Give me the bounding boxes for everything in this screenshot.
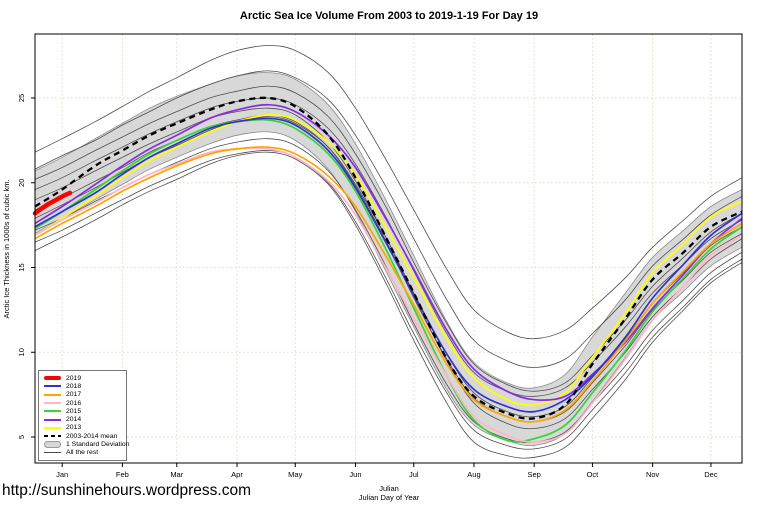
legend-swatch-1-standard-deviation bbox=[44, 441, 61, 448]
legend-item-2013: 2013 bbox=[44, 424, 126, 432]
x-tick-label-apr: Apr bbox=[231, 470, 243, 479]
source-url: http://sunshinehours.wordpress.com bbox=[2, 482, 251, 499]
legend-item-2018: 2018 bbox=[44, 382, 126, 390]
y-tick-label-5: 5 bbox=[17, 435, 26, 439]
plot-frame bbox=[34, 33, 743, 464]
legend-label: 2013 bbox=[66, 424, 82, 432]
series-line-2017 bbox=[34, 146, 743, 423]
legend-key-glyph bbox=[44, 385, 61, 388]
series-line-2013 bbox=[34, 114, 743, 406]
legend-label: 1 Standard Deviation bbox=[66, 441, 130, 449]
series-line-2014 bbox=[34, 103, 743, 402]
legend-item-all-the-rest: All the rest bbox=[44, 449, 126, 457]
y-tick-label-10: 10 bbox=[17, 348, 26, 356]
legend-key-glyph bbox=[44, 418, 61, 421]
legend-key-glyph bbox=[44, 441, 61, 448]
legend-key-glyph bbox=[44, 410, 61, 413]
series-line-2019 bbox=[32, 190, 73, 216]
x-tick-label-sep: Sep bbox=[527, 470, 540, 479]
legend-label: 2019 bbox=[66, 374, 82, 382]
x-tick-label-nov: Nov bbox=[646, 470, 660, 479]
legend-swatch-2017 bbox=[44, 393, 61, 396]
legend-key-glyph bbox=[44, 452, 61, 454]
legend-key-glyph bbox=[44, 435, 61, 438]
legend-key-glyph bbox=[44, 375, 61, 381]
x-axis-label: Julian Julian Day of Year bbox=[35, 484, 743, 502]
legend-swatch-2019 bbox=[44, 375, 61, 381]
x-tick-label-jan: Jan bbox=[56, 470, 68, 479]
x-tick-label-dec: Dec bbox=[704, 470, 718, 479]
other-year-line bbox=[34, 45, 743, 340]
other-year-line bbox=[34, 85, 743, 392]
series-line-2015 bbox=[34, 118, 743, 443]
legend-label: 2016 bbox=[66, 399, 82, 407]
legend-label: 2017 bbox=[66, 391, 82, 399]
series-line-2018 bbox=[34, 117, 743, 413]
legend-swatch-2016 bbox=[44, 402, 61, 405]
x-tick-label-jun: Jun bbox=[349, 470, 361, 479]
legend-label: All the rest bbox=[66, 449, 99, 457]
legend-label: 2014 bbox=[66, 416, 82, 424]
x-tick-label-jul: Jul bbox=[409, 470, 419, 479]
legend-key-glyph bbox=[44, 393, 61, 396]
x-axis-label-line1: Julian bbox=[379, 484, 399, 493]
legend-item-1-standard-deviation: 1 Standard Deviation bbox=[44, 440, 130, 449]
legend-label: 2003-2014 mean bbox=[66, 432, 118, 440]
x-axis-label-line2: Julian Day of Year bbox=[358, 492, 420, 502]
legend: 2019 2018 2017 2016 2015 2014 2013 2003-2014 me… bbox=[38, 370, 130, 461]
legend-swatch-2018 bbox=[44, 385, 61, 388]
legend-item-2014: 2014 bbox=[44, 415, 126, 423]
mean-line bbox=[34, 96, 743, 420]
y-tick-label-20: 20 bbox=[17, 179, 26, 187]
x-tick-label-oct: Oct bbox=[587, 470, 600, 479]
x-tick-label-mar: Mar bbox=[170, 470, 183, 479]
y-tick-label-25: 25 bbox=[17, 94, 26, 102]
other-year-line bbox=[34, 70, 743, 368]
other-year-line bbox=[34, 150, 743, 450]
legend-label: 2015 bbox=[66, 407, 82, 415]
y-tick-label-15: 15 bbox=[17, 263, 26, 271]
legend-key-glyph bbox=[44, 426, 61, 429]
legend-swatch-2003-2014-mean bbox=[44, 435, 61, 438]
legend-swatch-2013 bbox=[44, 426, 61, 429]
legend-item-2003-2014-mean: 2003-2014 mean bbox=[44, 432, 126, 440]
series-line-2016 bbox=[34, 147, 743, 443]
legend-item-2015: 2015 bbox=[44, 407, 126, 415]
legend-swatch-2014 bbox=[44, 418, 61, 421]
legend-item-2017: 2017 bbox=[44, 391, 126, 399]
x-tick-label-aug: Aug bbox=[467, 470, 480, 479]
legend-key-glyph bbox=[44, 402, 61, 405]
legend-swatch-2015 bbox=[44, 410, 61, 413]
y-axis-label: Arctic Ice Thickness in 1000s of cubic k… bbox=[2, 179, 11, 319]
other-year-line bbox=[34, 151, 743, 459]
legend-label: 2018 bbox=[66, 382, 82, 390]
legend-item-2019: 2019 bbox=[44, 374, 126, 382]
x-tick-label-feb: Feb bbox=[116, 470, 129, 479]
legend-swatch-all-the-rest bbox=[44, 452, 61, 454]
legend-item-2016: 2016 bbox=[44, 399, 126, 407]
chart-title: Arctic Sea Ice Volume From 2003 to 2019-… bbox=[239, 10, 539, 22]
x-tick-label-may: May bbox=[288, 470, 302, 479]
